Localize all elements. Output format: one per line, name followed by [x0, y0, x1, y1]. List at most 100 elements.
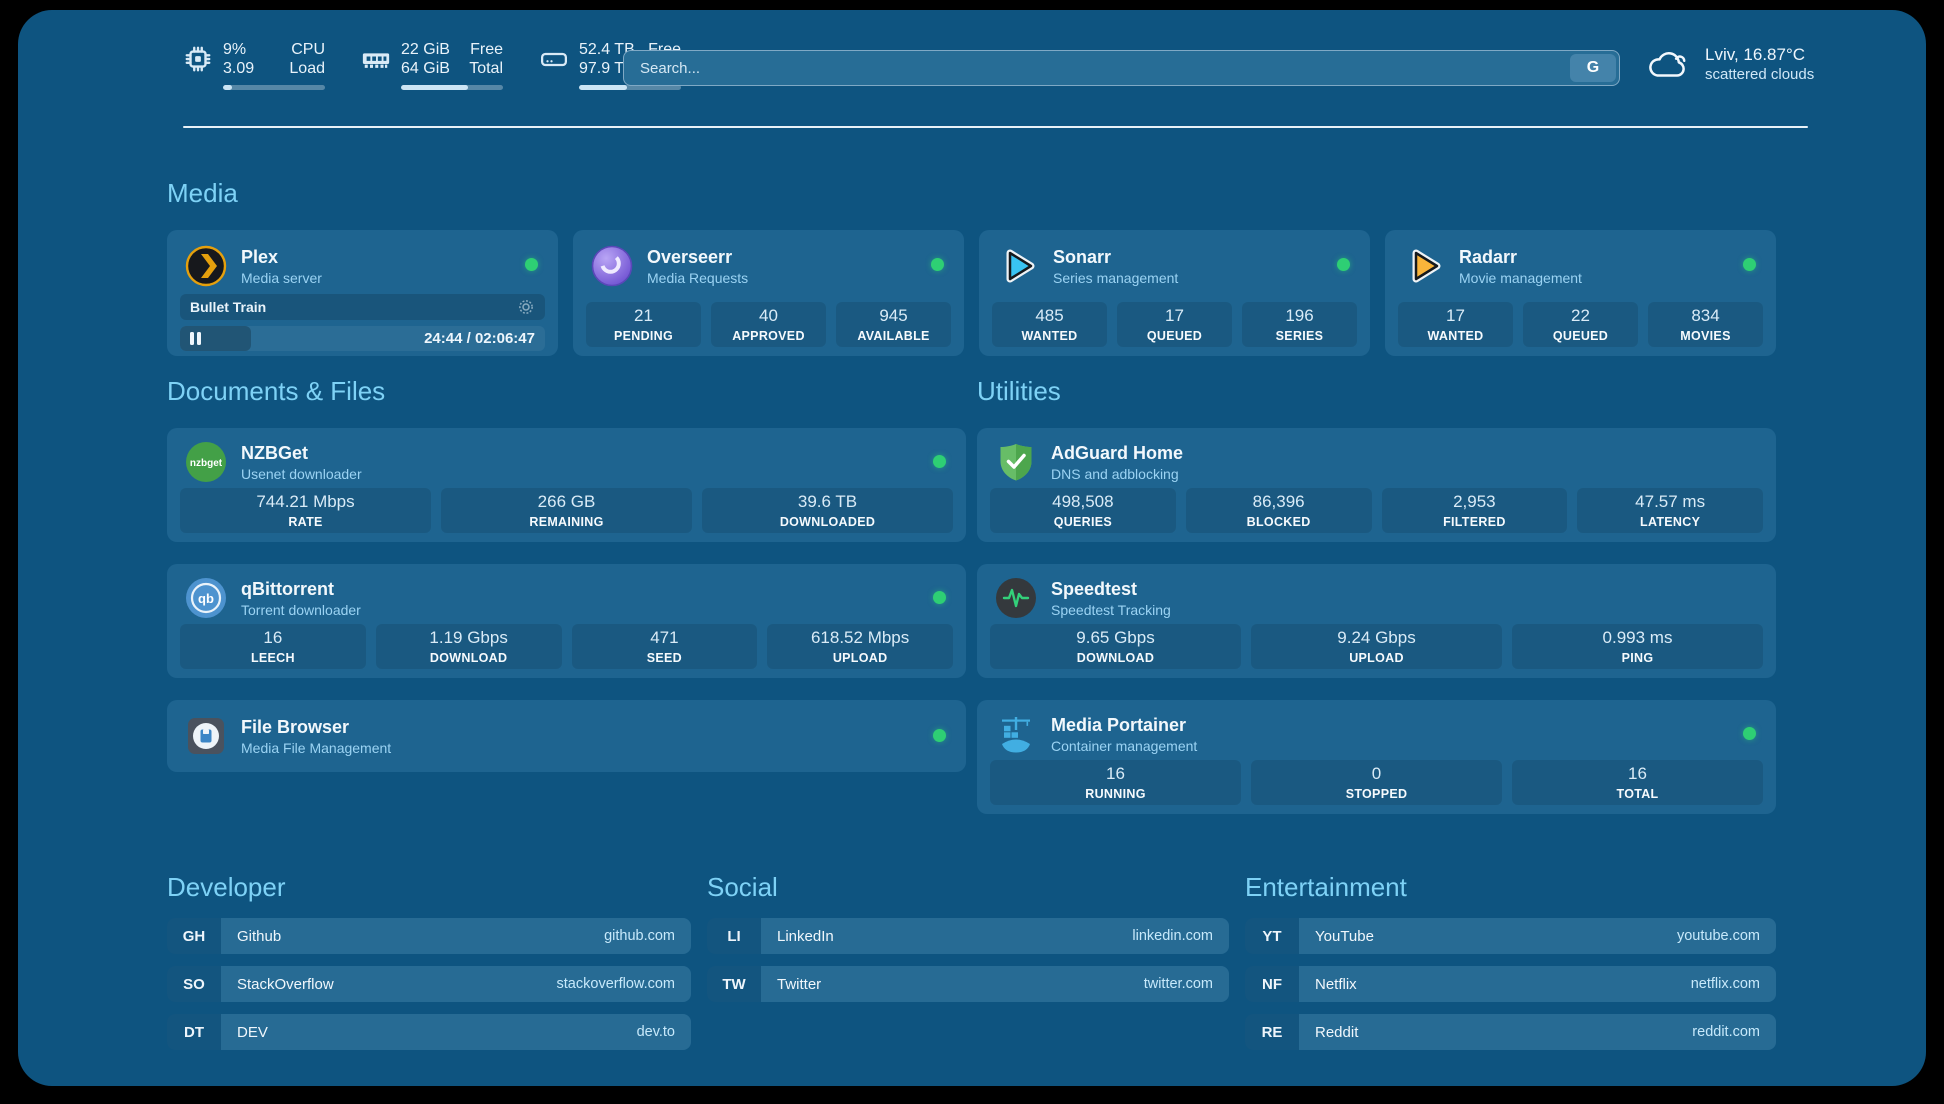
- status-indicator: [933, 591, 946, 604]
- link-name: Reddit: [1315, 1023, 1359, 1041]
- link-netflix[interactable]: NF Netflix netflix.com: [1245, 966, 1776, 1002]
- stat-box: 39.6 TB DOWNLOADED: [702, 488, 953, 533]
- adguard-icon: [1000, 444, 1032, 481]
- service-name: Sonarr: [1053, 247, 1112, 267]
- weather-location: Lviv, 16.87°C: [1705, 45, 1806, 64]
- stat-box: 266 GB REMAINING: [441, 488, 692, 533]
- service-name: Plex: [241, 247, 279, 267]
- system-stats-bar: 9% CPU 3.09 Load 22 GiB Free 64 GiB Total: [183, 40, 681, 90]
- stat-box: 22 QUEUED: [1523, 302, 1638, 347]
- service-card-qbittorrent[interactable]: qb qBittorrent Torrent downloader 16 LEEC…: [167, 564, 966, 678]
- search-provider-button[interactable]: G: [1570, 54, 1616, 82]
- stat-label: PING: [1621, 651, 1654, 665]
- service-name: Radarr: [1459, 247, 1518, 267]
- link-group-developer: GH Github github.com SO StackOverflow stac…: [167, 918, 691, 1062]
- link-abbr: YT: [1245, 918, 1299, 954]
- link-url: github.com: [604, 928, 675, 944]
- qbittorrent-icon: qb: [186, 578, 226, 618]
- link-youtube[interactable]: YT YouTube youtube.com: [1245, 918, 1776, 954]
- stat-label: WANTED: [1021, 329, 1078, 343]
- stat-label: DOWNLOAD: [429, 651, 508, 665]
- stat-label: SERIES: [1275, 329, 1324, 343]
- service-card-nzbget[interactable]: nzbget NZBGet Usenet downloader 744.21 M…: [167, 428, 966, 542]
- link-name: Twitter: [777, 975, 822, 993]
- stat-box: 17 WANTED: [1398, 302, 1513, 347]
- link-abbr: RE: [1245, 1014, 1299, 1050]
- stat-box: 9.24 Gbps UPLOAD: [1251, 624, 1502, 669]
- service-card-adguard[interactable]: AdGuard Home DNS and adblocking 498,508 Q…: [977, 428, 1776, 542]
- stat-value: 17: [1446, 306, 1465, 325]
- stat-label: WANTED: [1427, 329, 1484, 343]
- stat-box: 86,396 BLOCKED: [1185, 488, 1372, 533]
- status-indicator: [933, 455, 946, 468]
- status-indicator: [1337, 258, 1350, 271]
- portainer-icon: [1002, 717, 1030, 753]
- service-subtitle: Series management: [1053, 270, 1179, 286]
- stat-box: 9.65 Gbps DOWNLOAD: [990, 624, 1241, 669]
- stat-box: 471 SEED: [571, 624, 758, 669]
- link-github[interactable]: GH Github github.com: [167, 918, 691, 954]
- gear-icon[interactable]: [517, 298, 535, 316]
- service-subtitle: DNS and adblocking: [1051, 466, 1179, 482]
- search-bar: G: [623, 50, 1620, 86]
- disk-free-value: 52.4 TB: [579, 41, 635, 58]
- stat-label: QUEUED: [1146, 329, 1203, 343]
- link-group-social: LI LinkedIn linkedin.com TW Twitter twitte…: [707, 918, 1229, 1014]
- sonarr-icon: [1006, 249, 1035, 283]
- link-twitter[interactable]: TW Twitter twitter.com: [707, 966, 1229, 1002]
- link-name: StackOverflow: [237, 975, 334, 993]
- stat-box: 21 PENDING: [586, 302, 701, 347]
- service-card-speedtest[interactable]: Speedtest Speedtest Tracking 9.65 Gbps DO…: [977, 564, 1776, 678]
- link-name: Netflix: [1315, 975, 1357, 993]
- ram-free-label: Free: [470, 41, 503, 58]
- stat-value: 22: [1571, 306, 1590, 325]
- link-name: YouTube: [1315, 927, 1374, 945]
- weather-widget: Lviv, 16.87°C scattered clouds: [1645, 44, 1814, 84]
- service-subtitle: Media Requests: [647, 270, 749, 286]
- memory-stat: 22 GiB Free 64 GiB Total: [361, 40, 503, 90]
- link-group-entertainment: YT YouTube youtube.com NF Netflix netflix.…: [1245, 918, 1776, 1062]
- stat-box: 16 LEECH: [180, 624, 366, 669]
- stat-box: 196 SERIES: [1242, 302, 1357, 347]
- link-dev[interactable]: DT DEV dev.to: [167, 1014, 691, 1050]
- section-title-media: Media: [167, 178, 238, 208]
- ram-total-label: Total: [469, 60, 503, 77]
- playback-time: 24:44 / 02:06:47: [424, 330, 535, 347]
- service-subtitle: Media File Management: [241, 740, 392, 756]
- link-url: dev.to: [636, 1024, 675, 1040]
- link-abbr: SO: [167, 966, 221, 1002]
- service-subtitle: Container management: [1051, 738, 1198, 754]
- status-indicator: [1743, 258, 1756, 271]
- stat-box: 16 TOTAL: [1512, 760, 1763, 805]
- service-card-radarr[interactable]: Radarr Movie management 17 WANTED 22 QUEUE…: [1385, 230, 1776, 356]
- search-input[interactable]: [628, 58, 1570, 78]
- status-indicator: [931, 258, 944, 271]
- service-subtitle: Torrent downloader: [241, 602, 361, 618]
- stat-box: 17 QUEUED: [1117, 302, 1232, 347]
- service-card-portainer[interactable]: Media Portainer Container management 16 R…: [977, 700, 1776, 814]
- service-subtitle: Usenet downloader: [241, 466, 362, 482]
- service-card-overseerr[interactable]: Overseerr Media Requests 21 PENDING 40 APP…: [573, 230, 964, 356]
- stat-value: 485: [1035, 306, 1064, 325]
- status-indicator: [525, 258, 538, 271]
- stat-label: LEECH: [250, 651, 295, 665]
- stat-value: 498,508: [1052, 492, 1114, 511]
- svg-text:nzbget: nzbget: [190, 458, 223, 469]
- stat-value: 618.52 Mbps: [810, 628, 910, 647]
- stat-label: FILTERED: [1443, 515, 1506, 529]
- link-reddit[interactable]: RE Reddit reddit.com: [1245, 1014, 1776, 1050]
- stat-value: 0.993 ms: [1602, 628, 1673, 647]
- pause-icon[interactable]: [190, 332, 201, 345]
- link-linkedin[interactable]: LI LinkedIn linkedin.com: [707, 918, 1229, 954]
- cpu-progress-track: [223, 85, 325, 90]
- service-name: AdGuard Home: [1051, 443, 1184, 463]
- stat-label: DOWNLOADED: [779, 515, 876, 529]
- memory-icon: [362, 53, 390, 68]
- link-stackoverflow[interactable]: SO StackOverflow stackoverflow.com: [167, 966, 691, 1002]
- cpu-label: CPU: [291, 41, 325, 58]
- service-card-sonarr[interactable]: Sonarr Series management 485 WANTED 17 QUE…: [979, 230, 1370, 356]
- status-indicator: [933, 729, 946, 742]
- service-card-filebrowser[interactable]: File Browser Media File Management: [167, 700, 966, 772]
- stat-label: REMAINING: [529, 515, 604, 529]
- service-card-plex[interactable]: Plex Media server Bullet Train 24:44 / 0…: [167, 230, 558, 356]
